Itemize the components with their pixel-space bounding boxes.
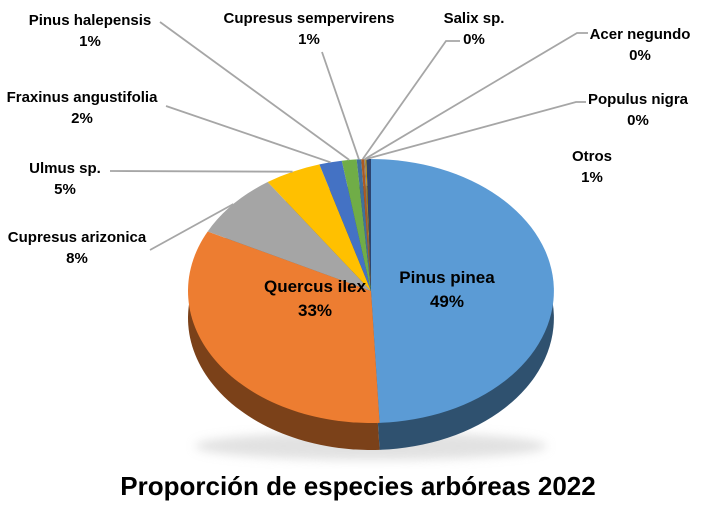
pie-label-name: Ulmus sp. [29, 160, 101, 177]
pie-label-percent: 1% [298, 31, 320, 48]
pie-label-percent: 0% [629, 47, 651, 64]
pie-slice-fraxinus-angustifolia [319, 160, 371, 291]
pie-label-percent: 2% [71, 110, 93, 127]
pie-slice-ulmus-sp [267, 164, 371, 291]
pie-label-percent: 33% [297, 301, 333, 320]
leader-line-cupresus-sempervirens [321, 51, 360, 160]
pie-label-name: Populus nigra [587, 91, 689, 108]
pie-label-percent: 0% [627, 112, 649, 129]
leader-line-pinus-halepensis [159, 21, 350, 161]
pie-slice-populus-nigra [365, 159, 371, 291]
pie-label-pinus-halepensis: Pinus halepensis 1% [29, 10, 152, 52]
pie-slice-cupresus-sempervirens [356, 159, 371, 291]
leader-line-fraxinus-angustifolia [165, 105, 331, 164]
pie-label-populus-nigra: Populus nigra 0% [588, 89, 688, 131]
pie-slice-cupresus-arizonica [207, 182, 371, 291]
pie-slice-pinus-halepensis [341, 159, 371, 291]
pie-label-name: Acer negundo [589, 26, 691, 43]
pie-label-percent: 1% [581, 169, 603, 186]
pie-label-percent: 1% [79, 33, 101, 50]
pie-label-quercus-ilex: Quercus ilex 33% [264, 275, 366, 323]
pie-label-pinus-pinea: Pinus pinea 49% [399, 266, 494, 314]
pie-slice-salix-sp [361, 159, 371, 291]
pie-label-percent: 8% [66, 250, 88, 267]
pie-label-name: Cupresus arizonica [7, 229, 147, 246]
pie-label-name: Fraxinus angustifolia [6, 89, 158, 106]
pie-label-otros: Otros 1% [572, 146, 612, 188]
pie-label-percent: 5% [54, 181, 76, 198]
pie-label-percent: 49% [429, 292, 465, 311]
leader-line-cupresus-arizonica [149, 203, 234, 251]
pie-label-name: Otros [571, 148, 613, 165]
pie-slice-quercus-ilex [188, 231, 380, 423]
pie-label-fraxinus-angustifolia: Fraxinus angustifolia 2% [7, 87, 158, 129]
pie-label-name: Pinus halepensis [28, 12, 152, 29]
pie-label-acer-negundo: Acer negundo 0% [590, 24, 691, 66]
leader-line-salix-sp [361, 40, 460, 160]
pie-label-salix-sp: Salix sp. 0% [444, 8, 505, 50]
pie-label-name: Quercus ilex [263, 277, 367, 296]
pie-label-name: Cupresus sempervirens [223, 10, 395, 27]
leader-line-ulmus-sp [109, 170, 293, 173]
leader-line-populus-nigra [365, 101, 586, 160]
pie-label-ulmus-sp: Ulmus sp. 5% [29, 158, 101, 200]
pie-label-name: Pinus pinea [399, 268, 495, 287]
pie-label-percent: 0% [463, 31, 485, 48]
pie-label-cupresus-arizonica: Cupresus arizonica 8% [8, 227, 146, 269]
pie-slice-pinus-pinea [371, 159, 554, 423]
pie-label-cupresus-sempervirens: Cupresus sempervirens 1% [224, 8, 395, 50]
pie-slice-acer-negundo [364, 159, 371, 291]
pie-slice-otros [366, 158, 371, 291]
pie-label-name: Salix sp. [443, 10, 505, 27]
leader-line-acer-negundo [364, 32, 588, 160]
chart-title: Proporción de especies arbóreas 2022 [120, 471, 596, 501]
